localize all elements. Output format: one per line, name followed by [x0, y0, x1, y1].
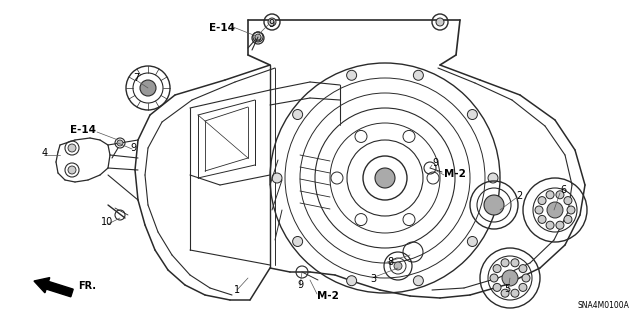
- Circle shape: [272, 173, 282, 183]
- Circle shape: [502, 270, 518, 286]
- Text: M-2: M-2: [444, 169, 466, 179]
- Circle shape: [556, 221, 564, 229]
- Circle shape: [538, 197, 546, 204]
- Circle shape: [68, 144, 76, 152]
- Text: FR.: FR.: [78, 281, 96, 291]
- Text: 10: 10: [101, 217, 113, 227]
- Circle shape: [546, 191, 554, 199]
- Circle shape: [268, 18, 276, 26]
- Text: 2: 2: [516, 191, 522, 201]
- Circle shape: [564, 215, 572, 223]
- Circle shape: [556, 191, 564, 199]
- FancyArrow shape: [34, 278, 73, 297]
- Circle shape: [567, 206, 575, 214]
- Text: 8: 8: [387, 257, 393, 267]
- Circle shape: [484, 195, 504, 215]
- Circle shape: [255, 34, 261, 40]
- Circle shape: [394, 262, 402, 270]
- Circle shape: [493, 264, 501, 273]
- Text: M-2: M-2: [317, 291, 339, 301]
- Circle shape: [413, 70, 424, 80]
- Circle shape: [117, 140, 123, 146]
- Circle shape: [519, 283, 527, 291]
- Circle shape: [255, 35, 261, 41]
- Circle shape: [547, 202, 563, 218]
- Circle shape: [519, 264, 527, 273]
- Text: 6: 6: [560, 185, 566, 195]
- Circle shape: [68, 166, 76, 174]
- Text: 9: 9: [297, 280, 303, 290]
- Circle shape: [501, 289, 509, 297]
- Circle shape: [347, 70, 356, 80]
- Text: 3: 3: [370, 274, 376, 284]
- Text: 4: 4: [42, 148, 48, 158]
- Text: 9: 9: [432, 158, 438, 168]
- Circle shape: [535, 206, 543, 214]
- Circle shape: [347, 276, 356, 286]
- Circle shape: [413, 276, 424, 286]
- Circle shape: [501, 259, 509, 267]
- Circle shape: [292, 109, 303, 120]
- Circle shape: [511, 289, 519, 297]
- Circle shape: [511, 259, 519, 267]
- Circle shape: [140, 80, 156, 96]
- Circle shape: [538, 215, 546, 223]
- Text: E-14: E-14: [70, 125, 96, 135]
- Circle shape: [490, 274, 498, 282]
- Circle shape: [493, 283, 501, 291]
- Circle shape: [292, 236, 303, 247]
- Circle shape: [467, 109, 477, 120]
- Text: 5: 5: [504, 284, 510, 294]
- Text: 9: 9: [130, 143, 136, 153]
- Circle shape: [436, 18, 444, 26]
- Text: 9: 9: [268, 19, 274, 29]
- Text: 7: 7: [133, 73, 140, 83]
- Circle shape: [564, 197, 572, 204]
- Text: E-14: E-14: [209, 23, 235, 33]
- Circle shape: [488, 173, 498, 183]
- Circle shape: [375, 168, 395, 188]
- Text: 1: 1: [234, 285, 240, 295]
- Circle shape: [467, 236, 477, 247]
- Circle shape: [546, 221, 554, 229]
- Circle shape: [522, 274, 530, 282]
- Text: SNA4M0100A: SNA4M0100A: [577, 300, 629, 309]
